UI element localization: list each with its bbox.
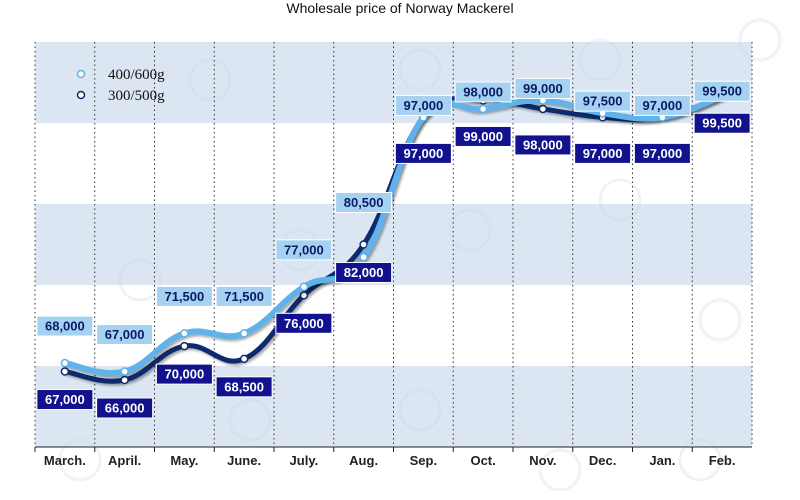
data-label: 67,000: [105, 327, 145, 342]
data-label: 71,500: [164, 289, 204, 304]
legend-marker: [76, 69, 86, 79]
data-label-box: [36, 389, 94, 411]
data-label: 80,500: [344, 195, 384, 210]
watermark-logos: [58, 18, 782, 492]
data-label-box: [155, 363, 213, 385]
data-label-box: [335, 261, 393, 283]
data-point: [299, 282, 309, 292]
data-label: 97,000: [403, 146, 443, 161]
data-label-box: [275, 239, 333, 261]
legend-marker: [76, 90, 86, 100]
data-point: [180, 329, 189, 338]
x-axis: March. April. May. June. July. Aug. Sep. Oct. No…: [34, 446, 752, 468]
legend: 400/600g 300/500g: [60, 67, 165, 104]
data-label: 66,000: [105, 401, 145, 416]
data-point: [60, 367, 70, 376]
data-labels: 68,000 67,000 71,500 71,500 77,000 80,500 97,0…: [36, 77, 751, 419]
watermark-logo: [398, 48, 442, 92]
data-label-box: [394, 142, 452, 164]
data-label: 97,000: [403, 98, 443, 113]
data-label-box: [514, 134, 572, 156]
watermark-logo: [698, 298, 742, 342]
data-label: 99,000: [523, 81, 563, 96]
data-label-box: [36, 315, 94, 337]
data-label: 71,500: [224, 289, 264, 304]
data-point: [359, 252, 368, 262]
x-tick-label: Dec.: [589, 453, 616, 468]
data-label: 76,000: [284, 316, 324, 331]
x-tick-label: Aug.: [349, 453, 378, 468]
watermark-logo: [538, 448, 582, 492]
data-label-box: [693, 80, 751, 102]
data-label-box: [275, 312, 333, 334]
data-label-box: [96, 324, 154, 346]
data-point: [239, 354, 249, 364]
data-label-box: [215, 376, 273, 398]
data-label-box: [454, 125, 512, 147]
x-tick-label: March.: [44, 453, 86, 468]
x-tick-label: Oct.: [470, 453, 495, 468]
data-label: 97,500: [583, 94, 623, 109]
data-label: 77,000: [284, 242, 324, 257]
vertical-gridlines: [34, 42, 753, 447]
data-label: 97,000: [642, 146, 682, 161]
data-label: 97,000: [583, 146, 623, 161]
data-label: 68,000: [45, 319, 85, 334]
watermark-logo: [188, 58, 232, 102]
watermark-logo: [118, 258, 162, 302]
x-tick-label: April.: [108, 453, 141, 468]
data-point: [180, 341, 189, 351]
data-label-box: [514, 77, 572, 99]
legend-label: 400/600g: [108, 67, 165, 83]
data-label: 70,000: [164, 367, 204, 382]
x-tick-label: Sep.: [410, 453, 437, 468]
data-label-box: [633, 142, 691, 164]
watermark-logo: [228, 398, 272, 442]
watermark-logo: [738, 18, 782, 62]
data-label-box: [96, 397, 154, 419]
data-label: 99,000: [463, 129, 503, 144]
data-point: [120, 367, 129, 376]
data-point: [299, 291, 309, 300]
x-tick-label: Jan.: [649, 453, 675, 468]
watermark-logo: [58, 438, 102, 482]
data-label: 99,500: [702, 84, 742, 99]
data-label: 82,000: [344, 265, 384, 280]
data-label-box: [574, 142, 632, 164]
watermark-logo: [398, 388, 442, 432]
watermark-logo: [678, 438, 722, 482]
data-point: [60, 358, 70, 368]
x-tick-label: June.: [227, 453, 261, 468]
data-label-box: [155, 285, 213, 307]
data-point: [239, 329, 249, 338]
legend-label: 300/500g: [108, 88, 165, 104]
data-point: [478, 104, 488, 114]
data-label: 67,000: [45, 392, 85, 407]
data-label-box: [394, 94, 452, 116]
x-tick-label: Nov.: [529, 453, 556, 468]
data-label: 98,000: [463, 84, 503, 99]
data-label-box: [454, 81, 512, 103]
data-point: [538, 104, 548, 114]
x-tick-label: Feb.: [709, 453, 736, 468]
data-label-box: [693, 112, 751, 134]
data-label-box: [574, 90, 632, 112]
data-label-box: [215, 285, 273, 307]
chart-title: Wholesale price of Norway Mackerel: [286, 0, 514, 16]
data-label: 68,500: [224, 379, 264, 394]
x-tick-label: May.: [170, 453, 198, 468]
data-label-box: [633, 94, 691, 116]
data-point: [120, 375, 129, 385]
watermark-logo: [598, 178, 642, 222]
data-label-box: [335, 191, 393, 213]
watermark-logo: [448, 208, 492, 252]
data-label: 99,500: [702, 116, 742, 131]
x-tick-label: July.: [290, 453, 319, 468]
data-point: [359, 240, 368, 249]
data-label: 97,000: [642, 98, 682, 113]
data-label: 98,000: [523, 137, 563, 152]
watermark-logo: [578, 38, 622, 82]
